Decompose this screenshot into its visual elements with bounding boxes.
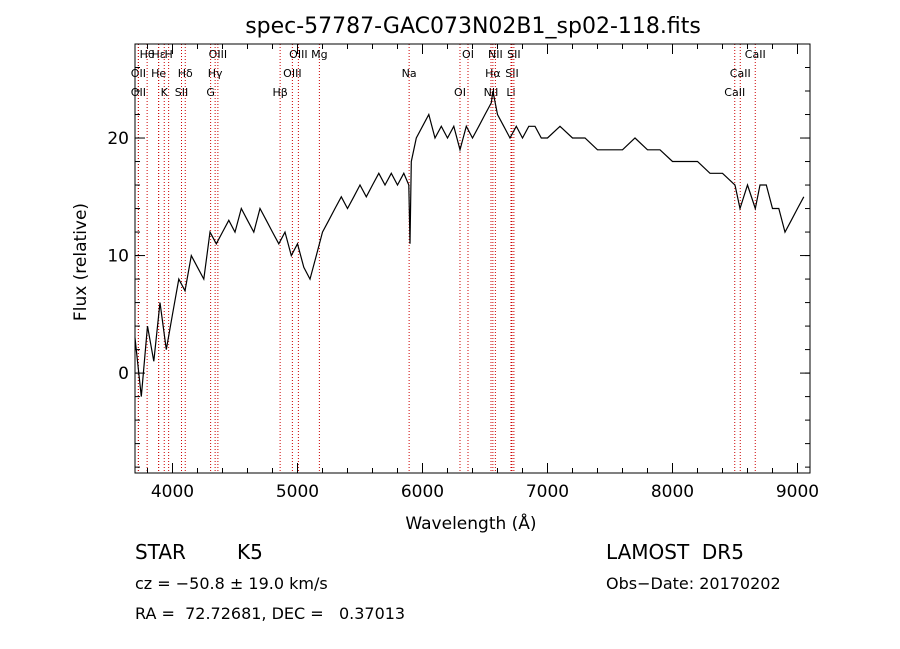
line-marker-label: OIII [209, 48, 227, 61]
x-tick-label: 7000 [526, 482, 569, 502]
line-marker-label: Hθ [140, 48, 155, 61]
line-marker-label: G [206, 86, 215, 99]
line-marker-label: K [161, 86, 169, 99]
line-marker-label: He [151, 67, 166, 80]
line-marker-label: Na [402, 67, 417, 80]
line-marker-label: CaII [730, 67, 751, 80]
line-marker-label: CaII [724, 86, 745, 99]
object-class: STAR [135, 540, 186, 564]
line-marker-label: OIII [283, 67, 301, 80]
line-marker-label: Mg [311, 48, 327, 61]
line-marker-label: OIII [289, 48, 307, 61]
x-tick-label: 6000 [401, 482, 444, 502]
line-marker-label: CaII [745, 48, 766, 61]
y-tick-label: 10 [107, 247, 129, 267]
x-tick-label: 4000 [151, 482, 194, 502]
y-axis-label: Flux (relative) [71, 203, 91, 321]
coordinates: RA = 72.72681, DEC = 0.37013 [135, 604, 406, 623]
x-tick-label: 5000 [276, 482, 319, 502]
line-marker-label: Hε [152, 48, 166, 61]
line-marker-label: SII [175, 86, 188, 99]
line-marker-label: Hγ [208, 67, 223, 80]
plot-frame [134, 43, 811, 474]
x-tick-label: 8000 [651, 482, 694, 502]
line-marker-label: OII [131, 86, 146, 99]
line-marker-label: H [164, 48, 172, 61]
line-marker-label: Hβ [272, 86, 287, 99]
line-marker-label: SII [507, 48, 520, 61]
line-marker-label: SII [505, 67, 518, 80]
y-tick-label: 20 [107, 129, 129, 149]
chart-title: spec-57787-GAC073N02B1_sp02-118.fits [245, 14, 701, 39]
line-marker-layer: HθOIIOIIHεHeKHHδSIIOIIIHγGOIIIOIIIHβMgNa… [131, 44, 766, 473]
line-marker-label: NII [488, 48, 503, 61]
line-marker-label: OI [454, 86, 466, 99]
spectrum-layer [134, 90, 805, 397]
redshift-cz: cz = −50.8 ± 19.0 km/s [135, 574, 328, 593]
x-axis-label: Wavelength (Å) [405, 512, 536, 534]
y-tick-label: 0 [118, 364, 129, 384]
line-marker-label: Hδ [178, 67, 193, 80]
line-marker-label: Hα [485, 67, 501, 80]
object-subclass: K5 [237, 540, 263, 564]
survey-name: LAMOST DR5 [606, 540, 744, 564]
line-marker-label: Li [506, 86, 515, 99]
spectrum-line [134, 90, 805, 397]
observation-date: Obs−Date: 20170202 [606, 574, 781, 593]
axes-layer: 4000 5000 6000 7000 8000 9000 0 10 20 [107, 43, 819, 502]
line-marker-label: NII [484, 86, 499, 99]
line-marker-label: OI [462, 48, 474, 61]
x-tick-label: 9000 [776, 482, 819, 502]
